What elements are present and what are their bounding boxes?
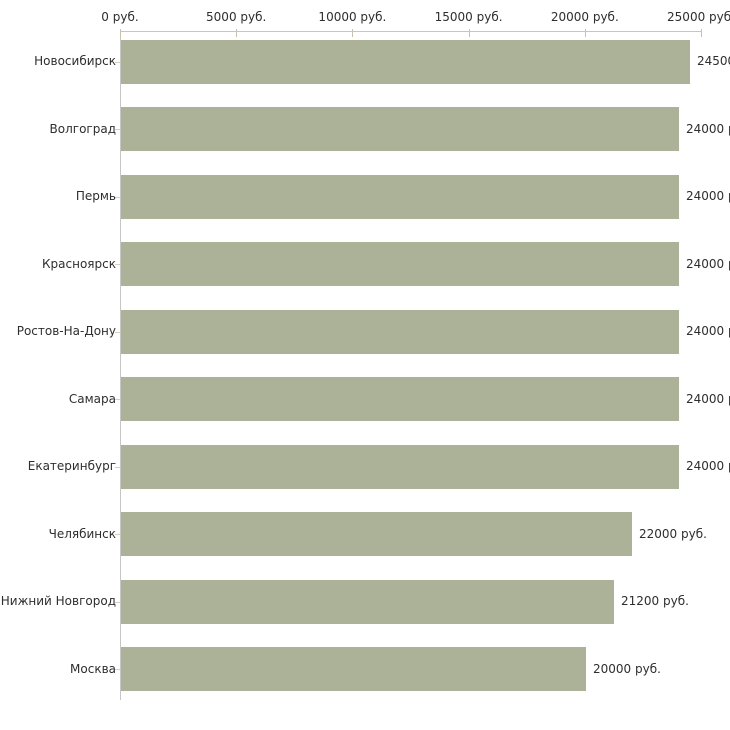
category-tick-mark xyxy=(115,264,120,265)
category-tick-mark xyxy=(115,61,120,63)
bar-value-label: 24000 руб. xyxy=(686,189,730,203)
bar-10 xyxy=(121,647,586,691)
category-label: Екатеринбург xyxy=(27,459,116,473)
category-label: Новосибирск xyxy=(34,54,116,68)
bar-value-label: 24000 руб. xyxy=(686,391,730,406)
category-label: Красноярск xyxy=(42,256,116,271)
category-label: Волгоград xyxy=(49,121,116,136)
category-label: Самара xyxy=(68,391,116,406)
bar-7 xyxy=(121,444,679,489)
x-axis-tick-label: 5000 руб. xyxy=(206,10,267,24)
category-tick-mark xyxy=(115,466,120,468)
bar-value-label: 24000 руб. xyxy=(686,324,730,338)
bar-value-label: 20000 руб. xyxy=(593,661,661,676)
x-axis-tick-label: 0 руб. xyxy=(101,10,139,24)
x-axis-tick-mark xyxy=(584,29,586,37)
bar-value-label: 24000 руб. xyxy=(686,121,730,136)
category-tick-mark xyxy=(115,399,120,400)
bar-6 xyxy=(121,377,679,421)
category-label: Москва xyxy=(70,661,116,676)
category-label: Пермь xyxy=(75,189,116,203)
x-axis-tick-label: 10000 руб. xyxy=(318,10,387,24)
x-axis-tick-label: 20000 руб. xyxy=(550,10,619,24)
x-axis-tick-mark xyxy=(120,29,121,37)
x-axis-tick-label: 15000 руб. xyxy=(434,10,503,24)
bar-value-label: 22000 руб. xyxy=(639,526,707,541)
category-label: Челябинск xyxy=(48,526,116,541)
x-axis-tick-mark xyxy=(352,29,354,37)
x-axis-tick-label: 25000 руб. xyxy=(667,10,730,24)
x-axis-line xyxy=(120,31,702,32)
bar-value-label: 24000 руб. xyxy=(686,459,730,473)
bar-value-label: 24000 руб. xyxy=(686,256,730,271)
bar-2 xyxy=(121,107,679,151)
category-tick-mark xyxy=(115,129,120,130)
category-tick-mark xyxy=(115,669,120,670)
bar-1 xyxy=(121,39,690,84)
category-tick-mark xyxy=(115,601,120,603)
category-tick-mark xyxy=(115,331,120,333)
bar-3 xyxy=(121,174,679,219)
category-label: Нижний Новгород xyxy=(0,594,116,608)
x-axis-tick-mark xyxy=(468,29,470,37)
category-tick-mark xyxy=(115,196,120,198)
bar-5 xyxy=(121,309,679,354)
bar-8 xyxy=(121,512,632,556)
y-axis-line xyxy=(120,31,121,700)
category-tick-mark xyxy=(115,534,120,535)
x-axis-tick-mark xyxy=(236,29,238,37)
bar-value-label: 21200 руб. xyxy=(621,594,689,608)
bar-value-label: 24500 руб. xyxy=(697,54,730,68)
category-label: Ростов-На-Дону xyxy=(16,324,116,338)
bar-4 xyxy=(121,242,679,286)
bar-9 xyxy=(121,579,614,624)
x-axis-tick-mark xyxy=(701,29,702,37)
